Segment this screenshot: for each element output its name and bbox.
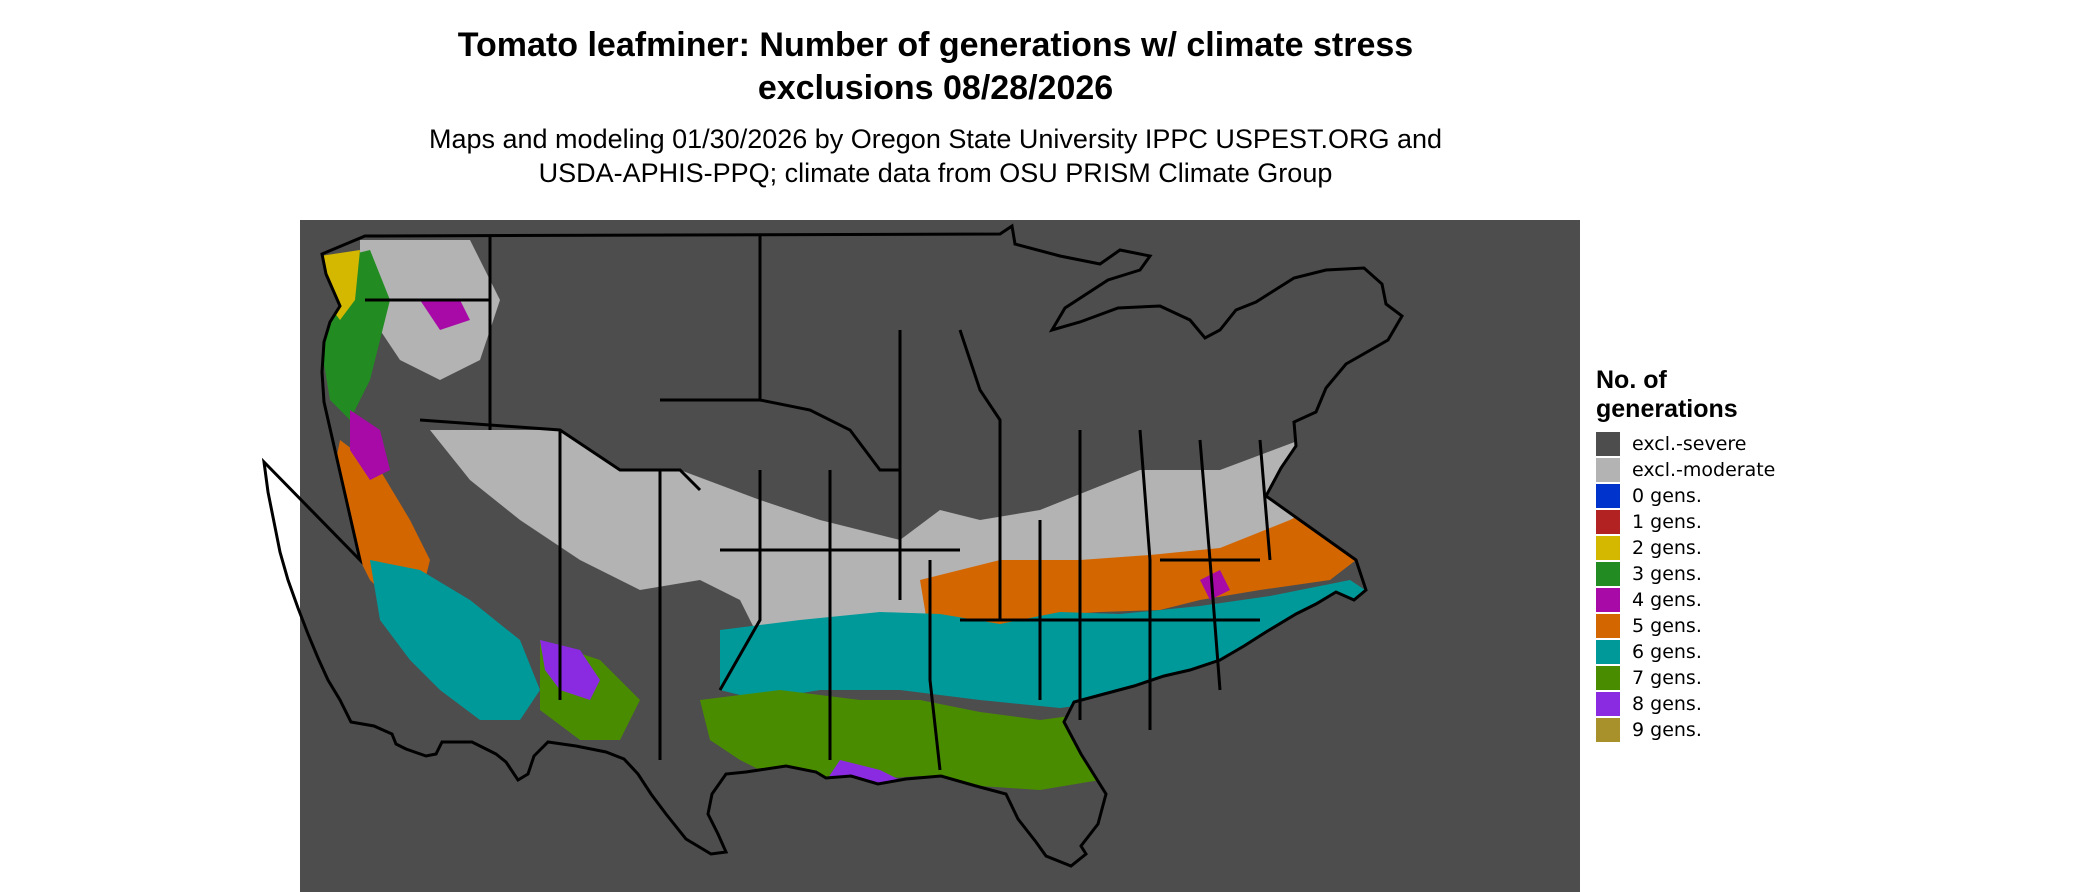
legend-item: 7 gens. <box>1596 666 1896 692</box>
legend-item: excl.-severe <box>1596 432 1896 458</box>
generations-raster <box>300 226 1402 866</box>
legend-swatch <box>1596 614 1620 638</box>
legend: No. of generations excl.-severe excl.-mod… <box>1596 366 1896 744</box>
legend-title-line-2: generations <box>1596 395 1738 423</box>
legend-label: 6 gens. <box>1632 641 1702 663</box>
legend-label: 2 gens. <box>1632 537 1702 559</box>
legend-items: excl.-severe excl.-moderate 0 gens. 1 gens.… <box>1596 432 1896 744</box>
zone-5-gens <box>330 440 1356 640</box>
legend-label: 3 gens. <box>1632 563 1702 585</box>
legend-swatch <box>1596 484 1620 508</box>
legend-label: 9 gens. <box>1632 719 1702 741</box>
legend-item: 0 gens. <box>1596 484 1896 510</box>
legend-item: 6 gens. <box>1596 640 1896 666</box>
legend-label: excl.-moderate <box>1632 459 1776 481</box>
legend-label: 4 gens. <box>1632 589 1702 611</box>
legend-title-line-1: No. of <box>1596 366 1667 394</box>
legend-label: 0 gens. <box>1632 485 1702 507</box>
map-subtitle-line-2: USDA-APHIS-PPQ; climate data from OSU PR… <box>538 158 1333 188</box>
map-subtitle-line-1: Maps and modeling 01/30/2026 by Oregon S… <box>428 124 1443 154</box>
legend-item: 9 gens. <box>1596 718 1896 744</box>
legend-swatch <box>1596 692 1620 716</box>
legend-item: excl.-moderate <box>1596 458 1896 484</box>
legend-item: 2 gens. <box>1596 536 1896 562</box>
legend-swatch <box>1596 510 1620 534</box>
legend-swatch <box>1596 718 1620 742</box>
legend-swatch <box>1596 562 1620 586</box>
legend-label: excl.-severe <box>1632 433 1747 455</box>
legend-label: 1 gens. <box>1632 511 1702 533</box>
legend-item: 8 gens. <box>1596 692 1896 718</box>
legend-item: 1 gens. <box>1596 510 1896 536</box>
legend-swatch <box>1596 588 1620 612</box>
legend-label: 8 gens. <box>1632 693 1702 715</box>
map-subtitle: Maps and modeling 01/30/2026 by Oregon S… <box>0 122 1871 190</box>
state-boundaries <box>261 223 1404 868</box>
map-title-line-1: Tomato leafminer: Number of generations … <box>457 26 1414 64</box>
legend-item: 4 gens. <box>1596 588 1896 614</box>
legend-label: 7 gens. <box>1632 667 1702 689</box>
legend-swatch <box>1596 432 1620 456</box>
legend-item: 3 gens. <box>1596 562 1896 588</box>
zone-6-gens <box>370 560 1380 720</box>
map-title: Tomato leafminer: Number of generations … <box>0 24 1871 110</box>
legend-item: 5 gens. <box>1596 614 1896 640</box>
legend-swatch <box>1596 458 1620 482</box>
legend-swatch <box>1596 536 1620 560</box>
legend-label: 5 gens. <box>1632 615 1702 637</box>
legend-swatch <box>1596 666 1620 690</box>
legend-swatch <box>1596 640 1620 664</box>
legend-title: No. of generations <box>1596 366 1896 424</box>
map-title-line-2: exclusions 08/28/2026 <box>757 69 1114 107</box>
